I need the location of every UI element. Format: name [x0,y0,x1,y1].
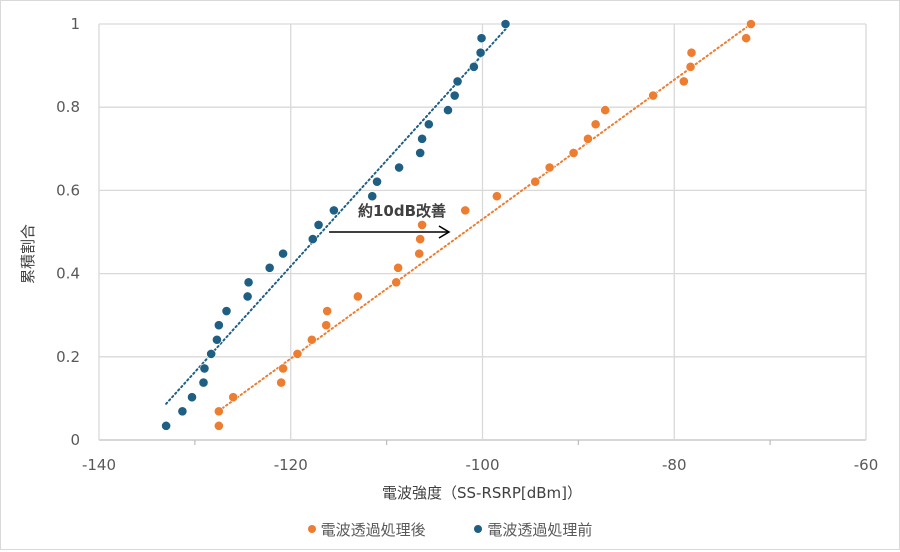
data-point [372,176,382,187]
y-tick-label: 0.2 [56,348,80,366]
data-point [685,61,696,72]
y-tick-label: 1 [70,15,80,33]
data-point [417,220,427,230]
y-tick-label: 0.6 [56,181,80,199]
data-point [475,47,486,58]
x-tick-label: -120 [274,456,308,474]
legend: 電波透過処理後 電波透過処理前 [0,519,900,540]
trendline [217,23,752,412]
data-point [452,76,463,87]
legend-marker-after [307,524,316,533]
data-point [544,162,555,173]
trendlines [165,23,752,412]
y-tick-label: 0.8 [56,98,80,116]
data-point [307,234,318,244]
data-point [648,90,659,101]
x-tick-label: -60 [854,456,879,474]
data-point [177,406,188,417]
data-point [264,262,275,273]
data-point [476,33,487,44]
y-axis-ticks: 0 0.2 0.4 0.6 0.8 1 [56,15,80,449]
legend-marker-before [474,524,483,533]
improvement-annotation: 約10dB改善 [329,202,451,239]
x-tick-label: -140 [82,456,116,474]
data-point [678,76,689,87]
legend-item-after: 電波透過処理後 [307,519,426,540]
data-points [161,19,756,431]
data-point [423,119,434,130]
data-point [278,363,288,374]
data-point [161,420,172,431]
data-point [228,392,239,403]
legend-item-before: 電波透過処理前 [474,519,592,540]
data-point [306,334,317,345]
data-point [367,191,378,202]
data-point [414,248,425,259]
data-point [187,392,197,403]
data-point [460,205,471,216]
data-point [352,291,363,302]
data-point [500,19,511,29]
data-point [468,61,479,72]
data-point [243,277,254,288]
data-point [322,306,333,316]
data-point [213,420,224,431]
x-axis-ticks: -140 -120 -100 -80 -60 [82,456,878,474]
x-tick-label: -100 [465,456,499,474]
data-point [686,47,697,58]
data-point [600,105,611,116]
x-tick-label: -80 [662,456,687,474]
data-point [393,262,404,273]
data-point [443,105,453,116]
data-point [415,148,426,158]
improvement-label: 約10dB改善 [358,202,446,220]
data-point [242,291,253,302]
trendline [165,27,508,405]
data-point [313,220,324,230]
arrow-head-icon [438,225,451,239]
legend-label-before: 電波透過処理前 [487,521,593,539]
data-point [276,377,287,388]
data-point [221,306,232,316]
data-point [213,320,224,331]
data-point [415,234,426,244]
data-point [292,348,303,359]
data-point [746,19,756,29]
data-point [206,348,217,359]
data-point [741,33,752,44]
data-point [199,363,210,374]
data-point [491,191,502,202]
gridlines [98,23,867,445]
data-point [198,377,209,388]
data-point [568,148,579,158]
data-point [391,277,402,288]
x-axis-title: 電波強度（SS-RSRP[dBm]） [382,484,582,502]
data-point [530,176,541,187]
data-point [212,334,222,345]
data-point [590,119,601,130]
data-point [417,133,427,144]
data-point [278,248,288,259]
data-point [583,133,593,144]
y-axis-title: 累積割合 [19,224,37,284]
y-tick-label: 0.4 [56,265,80,283]
data-point [449,90,460,101]
data-point [213,406,224,417]
data-point [321,320,332,331]
data-point [394,162,404,173]
legend-label-after: 電波透過処理後 [320,521,426,539]
y-tick-label: 0 [70,431,80,449]
data-point [328,205,339,216]
